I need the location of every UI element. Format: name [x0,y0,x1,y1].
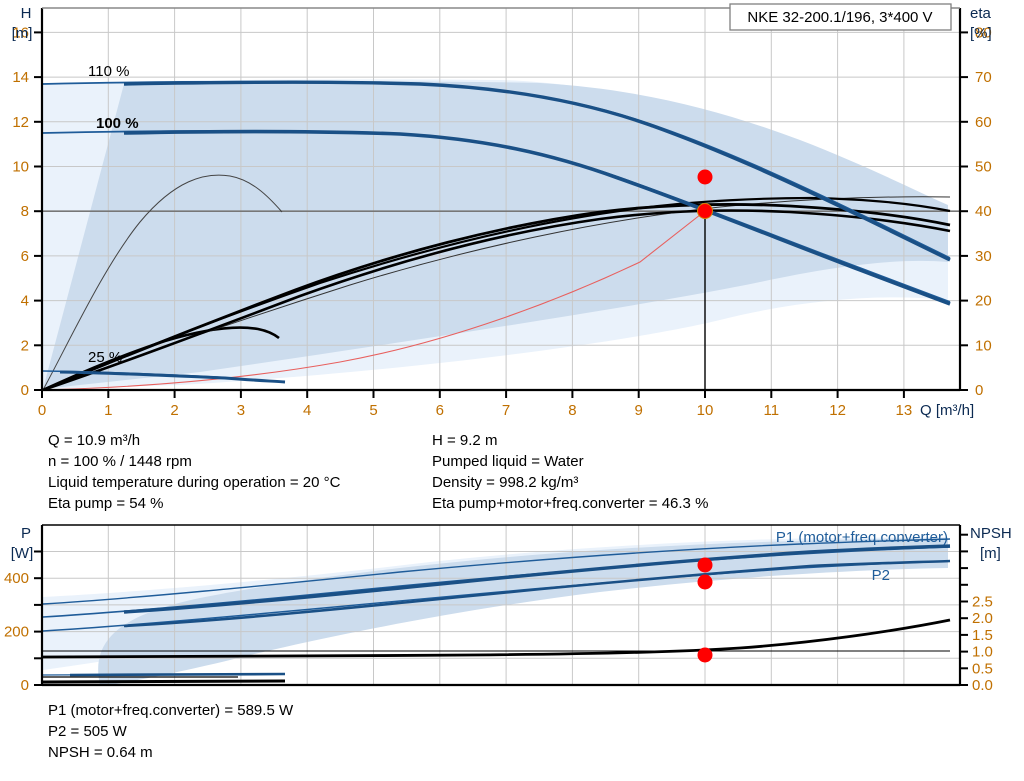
head-curve-110-operating [123,80,951,262]
envelope-dark [43,81,948,389]
top-bottom-ticks [41,390,905,398]
top-y-left-axis-unit: [m] [12,25,33,42]
top-right-tick-label: 10 [975,337,992,354]
duty-info-left-block: Q = 10.9 m³/h n = 100 % / 1448 rpm Liqui… [48,430,340,514]
system-curve [42,210,706,390]
top-left-tick-label: 8 [21,203,29,220]
top-right-tick-label: 30 [975,248,992,265]
duty-info-row: Density = 998.2 kg/m³ [432,474,579,491]
title-box-label: NKE 32-200.1/196, 3*400 V [747,9,932,26]
bottom-right-tick-label: 0.0 [972,677,993,694]
eta-partial-curve-a [42,174,283,390]
bottom-y-left-axis-title: P [21,525,31,542]
bottom-y-left-axis-unit: [W] [11,545,34,562]
top-x-tick-label: 11 [764,402,780,419]
duty-point-p1-marker[interactable] [697,557,713,573]
top-right-tick-label: 80 [975,24,992,41]
top-right-ticks [960,31,968,391]
top-left-tick-label: 4 [21,293,29,310]
p-low-speed-band-operating [69,672,286,677]
top-left-ticks [34,31,42,391]
p2-low-band-black [42,679,286,684]
npsh-curve [42,618,951,659]
bottom-envelope-dark [98,538,948,685]
duty-point-head-marker[interactable] [697,203,713,219]
duty-info-row: Pumped liquid = Water [432,453,584,470]
top-y-right-axis-title: eta [970,5,992,22]
duty-info-row: Q = 10.9 m³/h [48,432,141,449]
curve-label-100: 100 % [96,115,139,132]
duty-point-eta-marker[interactable] [697,169,713,185]
top-x-tick-label: 0 [38,402,46,419]
duty-info-row: Eta pump = 54 % [48,495,164,512]
bottom-left-ticks [34,550,42,686]
top-x-tick-label: 8 [568,402,576,419]
head-curve-25-operating [59,370,286,384]
power-npsh-chart: 0 200 400 0.0 0.5 1.0 1.5 2.0 2.5 P [W] … [4,524,1012,694]
power-info-row: P2 = 505 W [48,723,127,740]
top-x-axis-title: Q [m³/h] [920,402,974,419]
top-x-tick-label: 2 [170,402,178,419]
top-x-tick-label: 13 [896,402,913,419]
bottom-left-tick-label: 400 [4,570,29,587]
bottom-y-right-axis-title: NPSH [970,525,1012,542]
duty-point-p2-marker[interactable] [697,574,713,590]
top-left-tick-label: 0 [21,382,29,399]
bottom-right-tick-label: 2.0 [972,610,993,627]
duty-info-row: Eta pump+motor+freq.converter = 46.3 % [432,495,709,512]
duty-info-right-block: H = 9.2 m Pumped liquid = Water Density … [432,430,708,514]
top-x-tick-label: 3 [237,402,245,419]
head-efficiency-chart: 0 2 4 6 8 10 12 14 16 0 10 20 30 40 50 6… [12,3,992,419]
top-x-tick-label: 4 [303,402,311,419]
duty-point-npsh-marker[interactable] [697,647,713,663]
duty-info-row: n = 100 % / 1448 rpm [48,453,192,470]
bottom-left-tick-label: 0 [21,677,29,694]
bottom-right-tick-label: 0.5 [972,660,993,677]
title-box [729,3,952,31]
curve-label-110: 110 % [88,63,129,80]
top-left-tick-label: 12 [12,114,29,131]
top-right-tick-label: 0 [975,382,983,399]
top-x-tick-label: 6 [436,402,444,419]
p2-curve-operating [123,559,951,628]
top-x-tick-label: 1 [104,402,112,419]
p1-curve-operating [123,544,951,614]
top-x-tick-label: 7 [502,402,510,419]
top-left-tick-label: 2 [21,337,29,354]
top-right-tick-label: 20 [975,293,992,310]
top-x-tick-label: 5 [369,402,377,419]
power-info-block: P1 (motor+freq.converter) = 589.5 W P2 =… [48,700,293,763]
top-left-tick-label: 10 [12,159,29,176]
p1-upper-bound-curve [42,538,951,605]
bottom-right-tick-label: 1.0 [972,644,993,661]
top-right-tick-label: 70 [975,69,992,86]
eta-pump-curve [42,209,951,390]
top-x-tick-label: 12 [829,402,846,419]
legend-p1-label: P1 (motor+freq.converter) [776,529,948,546]
bottom-right-ticks [960,533,968,686]
top-y-left-axis-title: H [21,5,32,22]
top-right-tick-label: 40 [975,203,992,220]
duty-info-row: Liquid temperature during operation = 20… [48,474,341,491]
duty-info-row: H = 9.2 m [432,432,498,449]
power-info-row: NPSH = 0.64 m [48,744,153,761]
top-right-tick-label: 50 [975,159,992,176]
curve-label-25: 25 % [88,349,122,366]
bottom-y-right-axis-unit: [m] [980,545,1001,562]
top-left-tick-label: 6 [21,248,29,265]
bottom-right-tick-label: 2.5 [972,594,993,611]
top-x-tick-label: 10 [697,402,714,419]
bottom-right-tick-label: 1.5 [972,627,993,644]
top-x-tick-label: 9 [635,402,643,419]
power-info-row: P1 (motor+freq.converter) = 589.5 W [48,702,294,719]
bottom-left-tick-label: 200 [4,624,29,641]
top-y-right-axis-unit: [%] [970,25,992,42]
top-left-tick-label: 14 [12,69,29,86]
legend-p2-label: P2 [872,567,890,584]
head-curve-100-operating [123,129,951,306]
top-left-tick-label: 16 [12,24,29,41]
top-right-tick-label: 60 [975,114,992,131]
